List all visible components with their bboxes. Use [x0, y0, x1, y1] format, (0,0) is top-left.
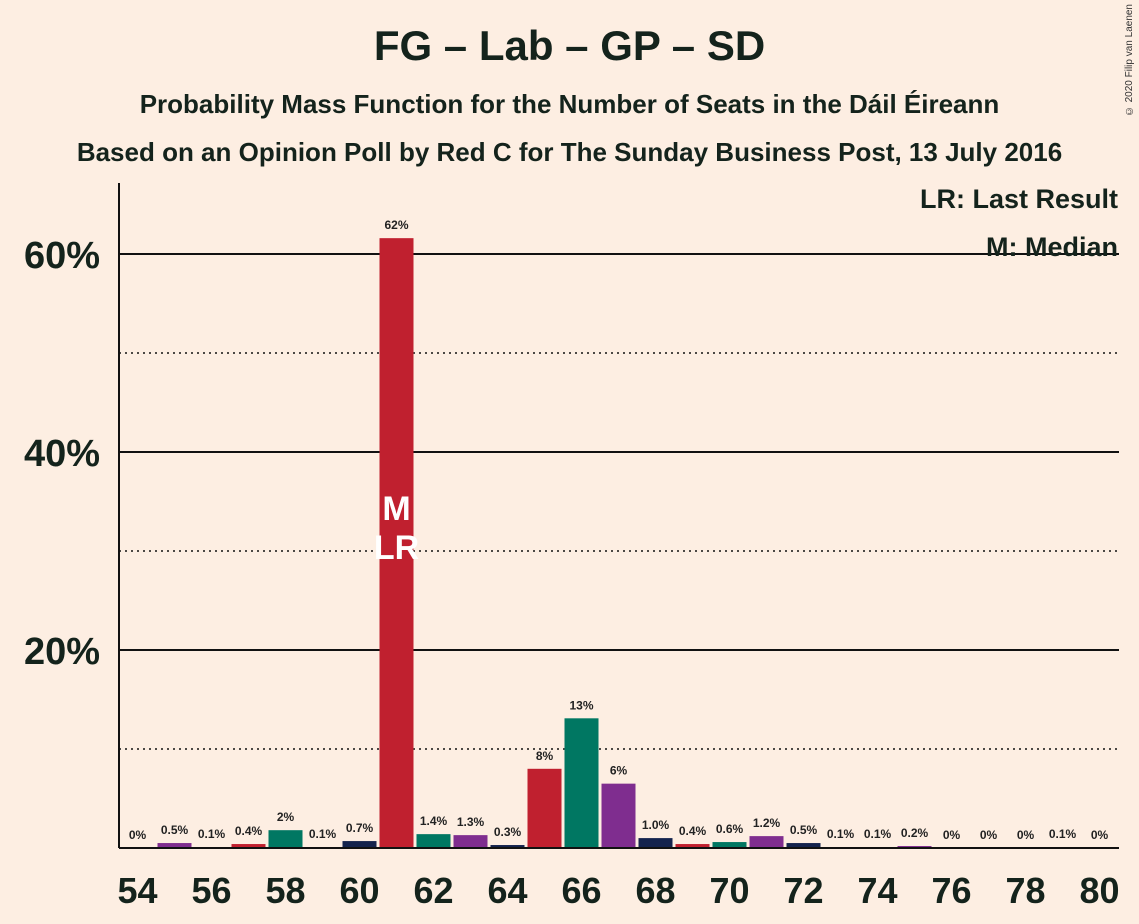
x-tick-label: 58	[265, 870, 305, 911]
bar-value-label: 2%	[277, 810, 295, 824]
y-tick-label: 20%	[24, 631, 100, 673]
bar-seats-62	[416, 834, 451, 848]
bar-value-label: 0%	[1017, 828, 1035, 842]
bar-seats-57	[231, 844, 266, 848]
bar-value-label: 0%	[129, 828, 147, 842]
last-result-marker: LR	[374, 529, 419, 567]
bar-seats-61	[379, 238, 414, 848]
bar-value-label: 62%	[384, 218, 408, 232]
bar-value-label: 0.4%	[235, 824, 263, 838]
bar-seats-60	[342, 841, 377, 848]
bar-seats-68	[638, 838, 673, 848]
x-tick-label: 74	[857, 870, 897, 911]
bar-value-label: 0.1%	[864, 827, 892, 841]
bar-value-label: 0.1%	[827, 827, 855, 841]
bar-value-label: 0.4%	[679, 824, 707, 838]
chart-title: FG – Lab – GP – SD	[373, 22, 766, 69]
bar-seats-70	[712, 842, 747, 848]
x-tick-label: 80	[1079, 870, 1119, 911]
x-tick-label: 62	[413, 870, 453, 911]
bar-seats-72	[786, 843, 821, 848]
y-tick-label: 60%	[24, 235, 100, 277]
bar-seats-58	[268, 830, 303, 848]
bar-seats-67	[601, 783, 636, 848]
bar-value-label: 0.7%	[346, 821, 374, 835]
bar-value-label: 0.5%	[790, 823, 818, 837]
bar-seats-71	[749, 836, 784, 848]
bar-value-label: 1.2%	[753, 816, 781, 830]
bar-value-label: 1.4%	[420, 814, 448, 828]
bar-value-label: 0.1%	[1049, 827, 1077, 841]
bar-value-label: 1.0%	[642, 818, 670, 832]
bar-value-label: 0.1%	[198, 827, 226, 841]
x-tick-label: 70	[709, 870, 749, 911]
x-tick-label: 66	[561, 870, 601, 911]
bar-value-label: 0.5%	[161, 823, 189, 837]
y-tick-label: 40%	[24, 433, 100, 475]
legend-last-result: LR: Last Result	[919, 184, 1118, 214]
x-tick-label: 76	[931, 870, 971, 911]
x-tick-label: 64	[487, 870, 527, 911]
median-marker: M	[382, 490, 410, 528]
x-tick-label: 54	[117, 870, 157, 911]
bar-value-label: 0.6%	[716, 822, 744, 836]
x-tick-label: 68	[635, 870, 675, 911]
bar-seats-66	[564, 718, 599, 848]
bar-value-label: 1.3%	[457, 815, 485, 829]
x-tick-label: 78	[1005, 870, 1045, 911]
chart-subtitle: Probability Mass Function for the Number…	[139, 89, 1000, 119]
bar-seats-64	[490, 845, 525, 848]
x-tick-label: 60	[339, 870, 379, 911]
bar-seats-65	[527, 768, 562, 848]
bar-value-label: 0.3%	[494, 825, 522, 839]
x-tick-label: 72	[783, 870, 823, 911]
bar-value-label: 13%	[569, 698, 593, 712]
legend-median: M: Median	[986, 232, 1118, 262]
bar-value-label: 0%	[943, 828, 961, 842]
bar-seats-55	[157, 843, 192, 848]
bar-value-label: 8%	[536, 749, 554, 763]
bar-value-label: 6%	[610, 764, 628, 778]
bar-value-label: 0%	[980, 828, 998, 842]
bar-value-label: 0.1%	[309, 827, 337, 841]
chart-subtitle-source: Based on an Opinion Poll by Red C for Th…	[76, 137, 1063, 167]
bar-value-label: 0.2%	[901, 826, 929, 840]
bar-seats-69	[675, 844, 710, 848]
bar-value-label: 0%	[1091, 828, 1109, 842]
bar-seats-63	[453, 835, 488, 848]
x-tick-label: 56	[191, 870, 231, 911]
